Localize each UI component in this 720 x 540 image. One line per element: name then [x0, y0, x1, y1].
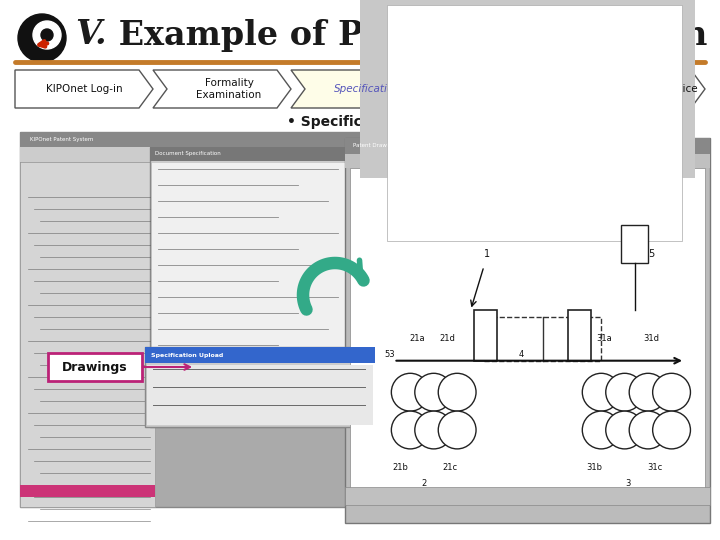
- FancyBboxPatch shape: [345, 487, 710, 505]
- FancyBboxPatch shape: [345, 154, 710, 168]
- Text: Formality
Examination: Formality Examination: [197, 78, 261, 100]
- Text: 31b: 31b: [587, 463, 603, 472]
- FancyBboxPatch shape: [387, 5, 682, 241]
- FancyBboxPatch shape: [20, 485, 155, 497]
- Polygon shape: [15, 70, 153, 108]
- FancyBboxPatch shape: [621, 225, 648, 263]
- Circle shape: [33, 21, 61, 49]
- Text: 2: 2: [421, 479, 426, 488]
- Circle shape: [629, 411, 667, 449]
- FancyBboxPatch shape: [147, 365, 373, 425]
- Text: V.: V.: [75, 18, 107, 51]
- Circle shape: [652, 373, 690, 411]
- Text: KIPOnet Patent System: KIPOnet Patent System: [30, 137, 94, 141]
- FancyBboxPatch shape: [20, 147, 500, 162]
- Circle shape: [629, 373, 667, 411]
- FancyBboxPatch shape: [360, 0, 695, 178]
- Circle shape: [415, 373, 453, 411]
- FancyBboxPatch shape: [20, 132, 500, 147]
- FancyBboxPatch shape: [150, 147, 370, 161]
- Text: 53: 53: [384, 350, 395, 359]
- Text: 1: 1: [485, 249, 490, 259]
- Text: 31c: 31c: [647, 463, 662, 472]
- Text: Official Action Notice: Official Action Notice: [588, 84, 698, 94]
- FancyBboxPatch shape: [345, 138, 710, 154]
- FancyBboxPatch shape: [145, 347, 375, 427]
- Circle shape: [41, 29, 53, 41]
- FancyBboxPatch shape: [474, 310, 498, 361]
- FancyBboxPatch shape: [20, 162, 155, 507]
- Circle shape: [582, 411, 620, 449]
- Circle shape: [652, 411, 690, 449]
- Text: Drawings: Drawings: [62, 361, 128, 374]
- Text: 31a: 31a: [597, 334, 613, 343]
- Circle shape: [18, 14, 66, 62]
- Text: Prior Art Search: Prior Art Search: [464, 84, 546, 94]
- Text: • Specification: • Specification: [287, 115, 402, 129]
- Text: 3: 3: [625, 479, 631, 488]
- Text: 31d: 31d: [644, 334, 660, 343]
- FancyBboxPatch shape: [150, 147, 370, 427]
- Circle shape: [415, 411, 453, 449]
- FancyBboxPatch shape: [345, 138, 710, 523]
- Text: 5: 5: [648, 249, 654, 259]
- Text: Example of Patent Examination Procedure: Example of Patent Examination Procedure: [107, 18, 720, 51]
- Circle shape: [438, 411, 476, 449]
- FancyBboxPatch shape: [20, 132, 500, 507]
- Text: Document Specification: Document Specification: [155, 152, 221, 157]
- Polygon shape: [567, 70, 705, 108]
- Text: Patent Drawing Viewer: Patent Drawing Viewer: [353, 144, 415, 149]
- Circle shape: [438, 373, 476, 411]
- Text: 21b: 21b: [392, 463, 408, 472]
- Circle shape: [392, 411, 429, 449]
- Text: Specification: Specification: [333, 84, 400, 94]
- Text: Specification Upload: Specification Upload: [151, 353, 223, 357]
- Circle shape: [606, 373, 644, 411]
- FancyBboxPatch shape: [152, 163, 368, 425]
- Text: 21a: 21a: [409, 334, 425, 343]
- Text: 4: 4: [518, 350, 523, 359]
- Circle shape: [606, 411, 644, 449]
- Text: 21c: 21c: [443, 463, 458, 472]
- Text: KIPOnet Log-in: KIPOnet Log-in: [45, 84, 122, 94]
- Polygon shape: [153, 70, 291, 108]
- FancyBboxPatch shape: [48, 353, 142, 381]
- FancyBboxPatch shape: [567, 310, 591, 361]
- Polygon shape: [291, 70, 429, 108]
- Circle shape: [582, 373, 620, 411]
- Polygon shape: [429, 70, 567, 108]
- FancyBboxPatch shape: [145, 347, 375, 363]
- Text: 21d: 21d: [439, 334, 455, 343]
- Circle shape: [392, 373, 429, 411]
- FancyBboxPatch shape: [350, 168, 705, 503]
